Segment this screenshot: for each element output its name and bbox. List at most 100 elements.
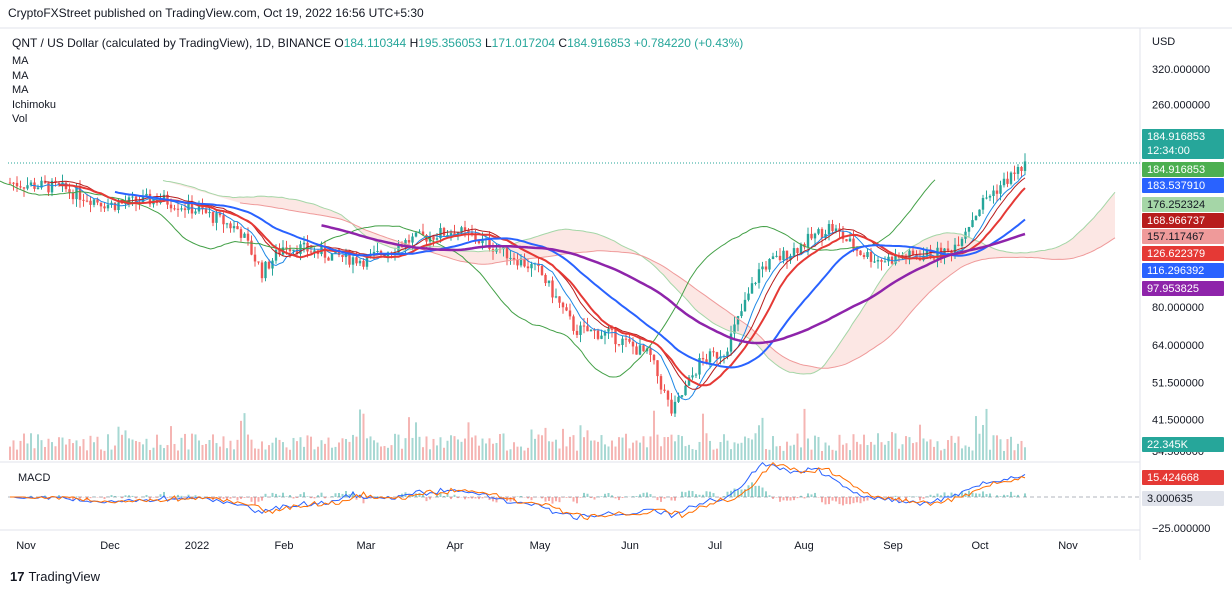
indicator-ichimoku[interactable]: Ichimoku — [12, 98, 57, 111]
x-tick-label: Apr — [446, 540, 463, 552]
volume-bar — [37, 434, 39, 460]
macd-histogram-bar — [425, 497, 428, 502]
macd-histogram-bar — [492, 497, 494, 502]
macd-histogram-bar — [670, 497, 673, 501]
volume-bar — [201, 444, 204, 460]
candle-body — [656, 360, 659, 377]
candle-body — [211, 212, 215, 223]
macd-histogram-bar — [471, 497, 473, 499]
volume-bar — [754, 433, 757, 460]
indicator-legend: MA MA MA Ichimoku Vol — [12, 54, 56, 127]
macd-histogram-bar — [436, 495, 438, 497]
candle-body — [428, 236, 432, 242]
macd-histogram-bar — [688, 490, 690, 497]
volume-bar — [404, 438, 407, 460]
candle-body — [113, 202, 117, 210]
candle-body — [589, 329, 593, 332]
volume-bar — [145, 438, 148, 460]
volume-bar — [975, 416, 977, 460]
candle-body — [551, 280, 554, 298]
volume-bar — [257, 448, 260, 460]
candle-body — [708, 351, 712, 363]
volume-bar — [576, 450, 578, 460]
candle-body — [89, 200, 92, 205]
price-tag — [1142, 213, 1224, 228]
macd-histogram-bar — [264, 493, 267, 497]
volume-bar — [443, 447, 445, 460]
volume-bar — [44, 446, 46, 460]
macd-histogram-bar — [807, 493, 809, 497]
macd-histogram-bar — [751, 482, 753, 497]
macd-histogram-bar — [394, 497, 396, 498]
candle-body — [1006, 178, 1009, 184]
macd-histogram-bar — [341, 493, 344, 497]
candle-body — [127, 197, 131, 203]
volume-bar — [873, 444, 876, 460]
candle-body — [365, 256, 369, 267]
candle-body — [327, 257, 330, 261]
volume-bar — [317, 446, 319, 460]
volume-bar — [789, 445, 792, 460]
price-tag-label: 15.424668 — [1147, 472, 1199, 484]
macd-histogram-bar — [163, 491, 165, 497]
macd-histogram-bar — [856, 497, 858, 503]
candle-body — [414, 232, 418, 237]
candle-body — [1013, 172, 1016, 174]
volume-bar — [289, 449, 291, 460]
high-value: 195.356053 — [418, 36, 482, 50]
candle-body — [292, 249, 295, 252]
volume-bar — [723, 434, 725, 460]
macd-histogram-bar — [957, 495, 960, 497]
macd-histogram-bar — [19, 497, 22, 499]
indicator-ma-2[interactable]: MA — [12, 69, 29, 82]
candle-body — [355, 257, 358, 264]
volume-bar — [971, 450, 974, 460]
volume-bar — [810, 449, 813, 460]
volume-bar — [894, 433, 897, 460]
volume-bar — [961, 448, 963, 460]
macd-histogram-bar — [831, 497, 834, 501]
x-tick-label: Sep — [883, 540, 903, 552]
volume-bar — [159, 444, 162, 460]
volume-bar — [82, 439, 85, 460]
macd-histogram-bar — [222, 497, 225, 499]
change-value: +0.784220 (+0.43%) — [633, 36, 744, 50]
candle-body — [460, 227, 463, 233]
candle-body — [614, 329, 617, 345]
macd-histogram-bar — [1017, 494, 1019, 497]
indicator-ma-3[interactable]: MA — [12, 84, 29, 96]
candle-body — [176, 208, 180, 210]
candle-body — [530, 264, 533, 269]
candle-body — [925, 249, 929, 256]
candle-body — [547, 280, 551, 284]
footer-brand[interactable]: TradingView — [28, 569, 101, 584]
macd-histogram-bar — [156, 497, 158, 498]
candle-body — [222, 215, 225, 225]
close-label: C — [558, 36, 568, 50]
indicator-vol[interactable]: Vol — [12, 113, 28, 125]
macd-histogram-bar — [278, 495, 281, 497]
volume-bar — [198, 440, 200, 460]
indicator-ma-1[interactable]: MA — [12, 55, 29, 67]
x-tick-label: Jun — [621, 540, 639, 552]
macd-label[interactable]: MACD — [18, 472, 51, 484]
volume-bar — [607, 446, 610, 460]
volume-bar — [716, 448, 718, 460]
volume-bar — [271, 442, 274, 460]
price-tag — [1142, 229, 1224, 244]
macd-histogram-bar — [663, 497, 666, 499]
volume-bar — [499, 434, 501, 460]
cloud-area — [163, 180, 1115, 374]
macd-histogram-bar — [289, 495, 291, 497]
volume-bar — [660, 446, 662, 460]
candle-body — [1020, 167, 1023, 171]
macd-tick-label: −25.000000 — [1152, 523, 1210, 535]
candle-body — [411, 236, 414, 243]
volume-bar — [859, 444, 862, 460]
volume-bar — [65, 444, 67, 460]
macd-histogram-bar — [65, 497, 67, 499]
candle-body — [264, 261, 267, 279]
volume-bar — [1006, 439, 1009, 460]
candle-body — [775, 255, 778, 257]
